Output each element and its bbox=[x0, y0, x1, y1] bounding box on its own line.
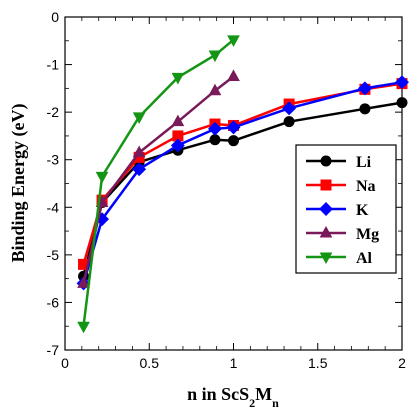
y-tick-label: -5 bbox=[47, 247, 60, 263]
data-point-k bbox=[226, 120, 241, 135]
y-tick-label: -3 bbox=[47, 152, 60, 168]
legend-entry-k: K bbox=[306, 202, 369, 219]
series-line-al bbox=[82, 38, 235, 327]
data-point-li bbox=[209, 134, 221, 146]
data-point-mg bbox=[227, 69, 240, 81]
y-tick-label: -7 bbox=[47, 342, 60, 358]
data-point-k bbox=[357, 81, 372, 96]
data-point-li bbox=[359, 103, 371, 115]
data-point-al bbox=[171, 72, 185, 85]
data-point-mg bbox=[132, 145, 146, 158]
data-point-al bbox=[95, 171, 109, 184]
legend-entry-li: Li bbox=[306, 154, 372, 171]
data-point-mg bbox=[208, 83, 222, 96]
y-tick-label: 0 bbox=[51, 9, 59, 25]
data-point-k bbox=[132, 162, 147, 177]
data-point-li bbox=[283, 116, 295, 128]
data-point-al bbox=[227, 35, 240, 47]
data-point-li bbox=[228, 135, 239, 147]
x-tick-label: 1 bbox=[230, 355, 238, 371]
legend-label: Li bbox=[356, 154, 372, 171]
x-tick-label: 0.5 bbox=[140, 355, 160, 371]
x-tick-label: 2 bbox=[398, 355, 406, 371]
legend-marker bbox=[319, 202, 333, 216]
data-point-mg bbox=[77, 276, 90, 288]
legend-marker bbox=[320, 155, 332, 167]
data-point-k bbox=[395, 75, 409, 90]
y-tick-label: -1 bbox=[47, 57, 60, 73]
legend-entry-mg: Mg bbox=[306, 225, 379, 243]
legend-marker bbox=[319, 225, 333, 238]
data-point-al bbox=[77, 321, 90, 334]
y-axis-title: Binding Energy (eV) bbox=[8, 103, 29, 262]
legend-label: Al bbox=[356, 250, 373, 267]
data-point-k bbox=[282, 101, 297, 116]
legend: Li Na K Mg Al bbox=[295, 144, 397, 274]
legend-entry-na: Na bbox=[306, 178, 376, 195]
x-tick-label: 1.5 bbox=[308, 355, 328, 371]
legend-entry-al: Al bbox=[306, 250, 373, 267]
data-point-al bbox=[208, 50, 222, 63]
series-layer bbox=[76, 35, 409, 334]
x-axis-ticks: 0 0.5 1 1.5 2 bbox=[61, 17, 406, 371]
series-line-mg bbox=[82, 75, 235, 284]
legend-label: Mg bbox=[356, 226, 379, 243]
x-axis-title: n in ScS2Mn bbox=[187, 384, 279, 410]
y-tick-label: -6 bbox=[47, 294, 60, 310]
legend-label: Na bbox=[356, 178, 376, 195]
data-point-al bbox=[132, 112, 146, 124]
legend-label: K bbox=[356, 202, 369, 219]
data-point-k bbox=[170, 138, 185, 153]
y-axis-ticks: 0 -1 -2 -3 -4 -5 -6 -7 bbox=[47, 9, 402, 358]
legend-marker bbox=[319, 252, 333, 265]
y-tick-label: -4 bbox=[47, 199, 60, 215]
legend-marker bbox=[320, 179, 332, 191]
data-point-li bbox=[396, 97, 408, 109]
y-tick-label: -2 bbox=[47, 104, 60, 120]
x-tick-label: 0 bbox=[61, 355, 69, 371]
series-al bbox=[77, 35, 240, 334]
data-point-mg bbox=[171, 114, 185, 127]
data-point-k bbox=[208, 121, 222, 136]
